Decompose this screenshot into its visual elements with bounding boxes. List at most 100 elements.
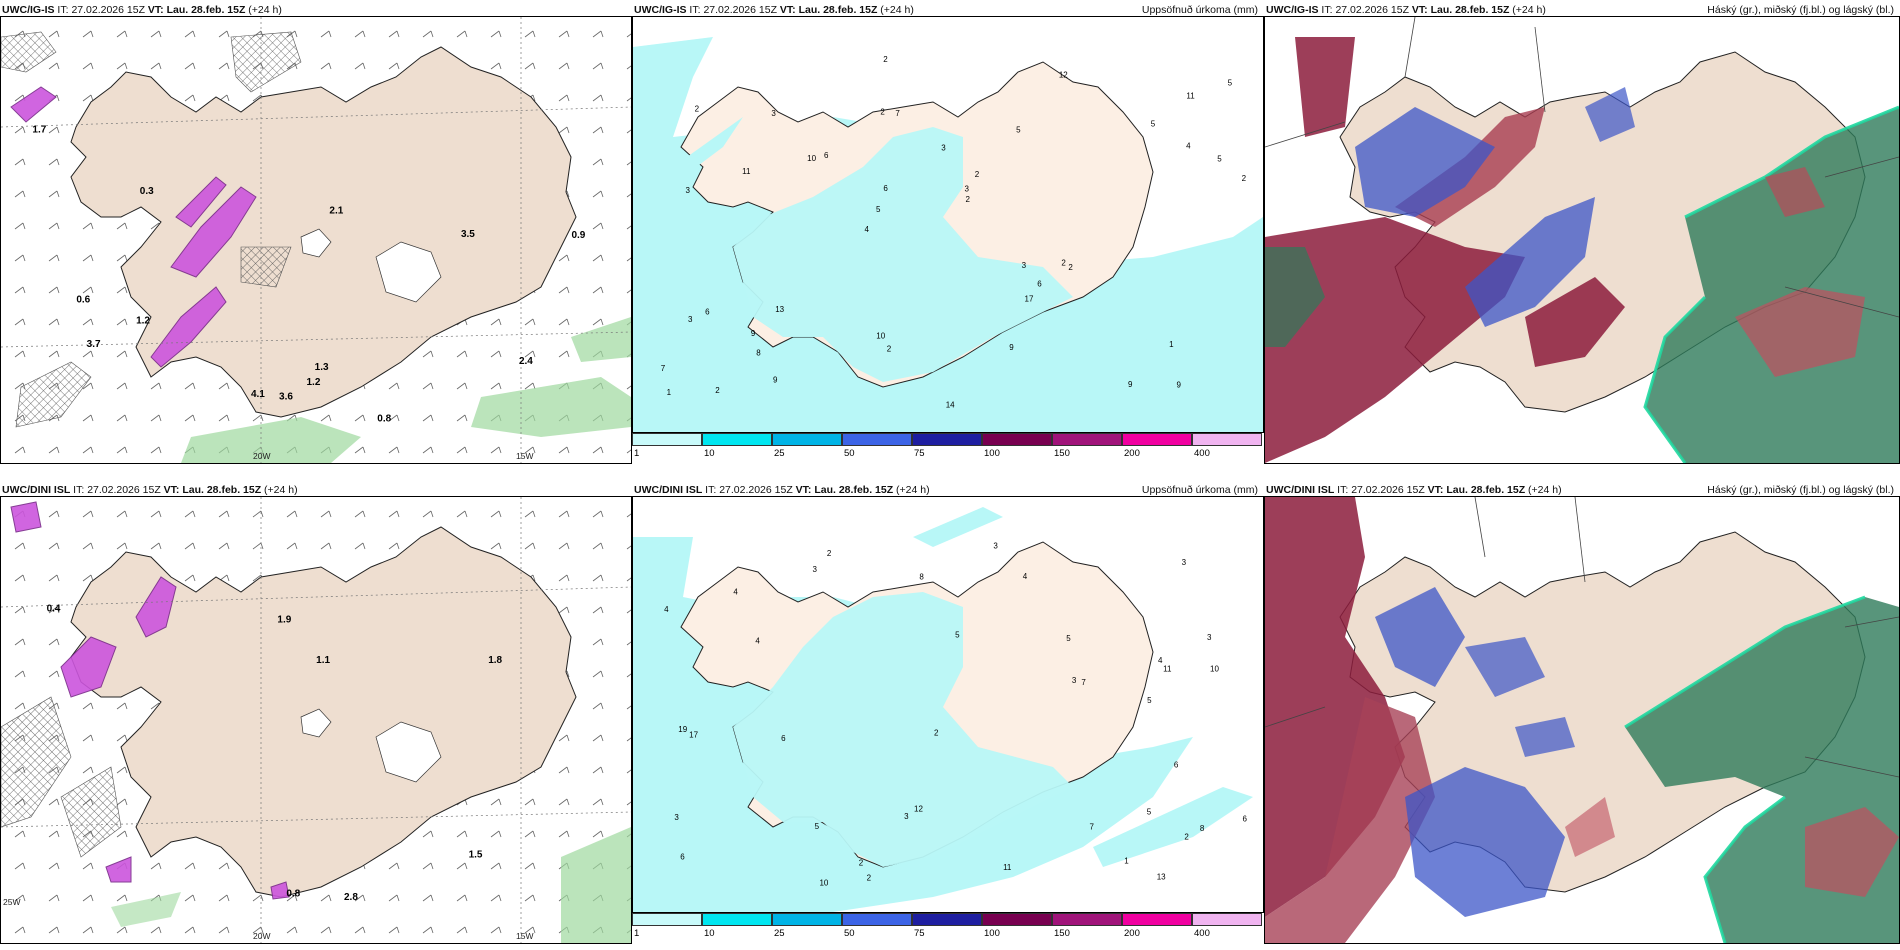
precip-value: 9 <box>773 375 778 384</box>
colorbar-swatch <box>912 433 982 446</box>
snow-band-green <box>471 377 631 437</box>
glacier <box>300 708 332 738</box>
precip-value: 2 <box>880 108 885 117</box>
wind-barb <box>14 574 24 582</box>
wind-barb <box>524 446 534 454</box>
wind-barb-flag <box>600 62 604 70</box>
hatched-area <box>15 361 92 428</box>
wind-barb <box>524 510 534 518</box>
wind-barb-flag <box>56 894 60 902</box>
wind-barb-flag <box>226 62 230 70</box>
wind-barb <box>150 62 160 70</box>
it-label: IT: <box>1321 4 1333 16</box>
precip-value: 6 <box>883 184 888 193</box>
wind-barb <box>456 350 466 358</box>
colorbar-label: 1 <box>634 928 640 939</box>
panel-clouds-igis: UWC/IG-IS IT: 27.02.2026 15Z VT: Lau. 28… <box>1264 0 1900 470</box>
vt-value: Lau. 28.feb. 15Z <box>166 4 246 16</box>
wind-barb <box>388 62 398 70</box>
wind-barb-flag <box>328 414 332 422</box>
wind-barb <box>558 734 568 742</box>
snow-value: 2.8 <box>344 892 358 903</box>
wind-barb-flag <box>56 190 60 198</box>
cloud-high <box>1465 197 1595 327</box>
precip-streak <box>673 117 743 177</box>
precip-value: 11 <box>1003 863 1012 872</box>
wind-barb <box>388 414 398 422</box>
wind-barb-flag <box>90 446 94 454</box>
wind-barb <box>14 94 24 102</box>
wind-barb-flag <box>600 606 604 614</box>
wind-barb <box>116 414 126 422</box>
lead-time: (+24 h) <box>896 484 930 496</box>
snow-labels: 4.1 1.3 2.1 1.7 0.9 3.7 1.2 0.6 3.5 0.3 1.2 2.4 3.6 0… <box>32 125 585 425</box>
precip-value: 3 <box>1022 261 1027 270</box>
cloud-high <box>1405 767 1565 917</box>
wind-barb <box>422 894 432 902</box>
precip-value: 10 <box>1210 664 1219 673</box>
wind-barb-flag <box>464 350 468 358</box>
glacier <box>300 228 332 258</box>
wind-barb <box>626 65 631 70</box>
wind-barb <box>524 926 534 934</box>
cloud-mid <box>1295 37 1355 137</box>
glacier <box>375 721 442 783</box>
wind-barb-flag <box>56 638 60 646</box>
wind-barb-flag <box>90 926 94 934</box>
wind-barb-flag <box>294 926 298 934</box>
precip-value: 3 <box>812 565 817 574</box>
wind-barb <box>524 830 534 838</box>
wind-barb-flag <box>600 670 604 678</box>
wind-barb-flag <box>56 702 60 710</box>
lon-label-20w: 20W <box>253 931 271 941</box>
wind-barb-flag <box>22 446 26 454</box>
precip-value: 6 <box>824 151 829 160</box>
wind-barb-flag <box>56 798 60 806</box>
colorbar-swatch <box>702 913 772 926</box>
wind-barb-flag <box>192 30 196 38</box>
cloud-mid <box>1565 797 1615 857</box>
vt-label: VT: <box>779 4 796 16</box>
wind-barb <box>592 542 602 550</box>
model-name: UWC/IG-IS <box>1266 4 1319 16</box>
lon-label-25w: 25W <box>3 897 21 907</box>
wind-barb-flag <box>600 222 604 230</box>
wind-barb <box>626 385 631 390</box>
colorbar-swatch <box>632 913 702 926</box>
wind-barb-flag <box>566 446 570 454</box>
precip-value: 14 <box>946 400 955 409</box>
wind-barb-flag <box>600 766 604 774</box>
wind-barb <box>422 446 432 454</box>
wind-barb <box>116 702 126 710</box>
wind-barb <box>592 638 602 646</box>
wind-barb-flag <box>396 510 400 518</box>
wind-barb <box>558 126 568 134</box>
wind-barb-flag <box>532 446 536 454</box>
wind-barb-flag <box>124 926 128 934</box>
lon-label-15w: 15W <box>516 451 534 461</box>
wind-barb-flag <box>22 350 26 358</box>
wind-barb-flag <box>464 382 468 390</box>
precip-value: 9 <box>1176 380 1181 389</box>
snow-value: 1.7 <box>32 125 46 136</box>
wind-barb-flag <box>566 318 570 326</box>
wind-barb-flag <box>56 318 60 326</box>
it-value: 27.02.2026 15Z <box>87 484 161 496</box>
vt-label: VT: <box>163 484 180 496</box>
wind-barb <box>286 894 296 902</box>
snow-value: 1.2 <box>306 377 320 388</box>
colorbar-swatch <box>702 433 772 446</box>
panel-header: UWC/DINI ISL IT: 27.02.2026 15Z VT: Lau.… <box>634 484 1260 498</box>
wind-barb-flag <box>532 510 536 518</box>
wind-barb-flag <box>430 350 434 358</box>
wind-barb <box>48 190 58 198</box>
wind-barb-flag <box>192 542 196 550</box>
wind-barb-flag <box>464 894 468 902</box>
snow-band <box>135 576 177 638</box>
precip-value: 2 <box>695 104 700 113</box>
wind-barb <box>14 862 24 870</box>
wind-barb <box>626 545 631 550</box>
wind-barb-flag <box>22 286 26 294</box>
wind-barb-flag <box>362 414 366 422</box>
wind-barb <box>82 574 92 582</box>
